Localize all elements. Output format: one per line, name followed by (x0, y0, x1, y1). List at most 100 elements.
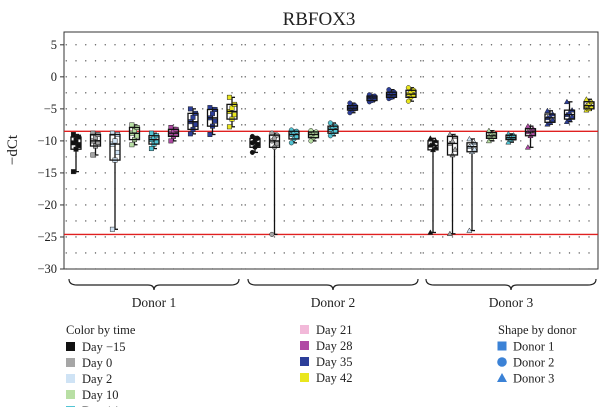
grid-dot (153, 252, 155, 254)
grid-dot (211, 188, 214, 190)
grid-dot (244, 204, 246, 206)
grid-dot (422, 108, 424, 110)
grid-dot (442, 188, 444, 190)
grid-dot (568, 140, 571, 142)
grid-dot (390, 44, 393, 46)
box-plot (385, 87, 398, 102)
grid-dot (124, 236, 126, 238)
point-marker (93, 134, 98, 140)
grid-dot (65, 156, 67, 158)
grid-dot (163, 156, 165, 158)
grid-dot (293, 204, 295, 206)
grid-dot (400, 268, 402, 270)
legend-label: Donor 2 (513, 356, 554, 370)
grid-dot (65, 44, 67, 46)
point-marker (129, 142, 135, 148)
grid-dot (293, 60, 295, 62)
grid-dot (351, 140, 354, 142)
grid-dot (588, 188, 590, 190)
grid-dot (351, 124, 354, 126)
grid-dot (303, 140, 305, 142)
grid-dot (221, 124, 223, 126)
grid-dot (332, 172, 334, 174)
grid-dot (520, 252, 522, 254)
grid-dot (410, 252, 412, 254)
grid-dot (471, 268, 473, 270)
grid-dot (85, 124, 87, 126)
box-plot (466, 135, 478, 233)
grid-dot (283, 44, 285, 46)
chart-title: RBFOX3 (283, 9, 356, 30)
grid-dot (65, 124, 67, 126)
grid-dot (202, 172, 204, 174)
point-marker (187, 106, 193, 112)
grid-dot (153, 268, 155, 270)
grid-dot (361, 156, 363, 158)
grid-dot (303, 252, 305, 254)
grid-dot (244, 236, 246, 238)
grid-dot (85, 60, 87, 62)
grid-dot (371, 236, 373, 238)
point-marker (70, 169, 76, 175)
grid-dot (361, 76, 363, 78)
grid-dot (104, 236, 106, 238)
grid-dot (202, 156, 204, 158)
grid-dot (75, 60, 77, 62)
grid-dot (520, 140, 522, 142)
grid-dot (442, 252, 444, 254)
grid-dot (520, 204, 522, 206)
legend-shape (497, 357, 507, 367)
grid-dot (451, 268, 454, 270)
grid-dot (588, 76, 590, 78)
grid-dot (559, 140, 561, 142)
grid-dot (451, 60, 454, 62)
grid-dot (342, 76, 344, 78)
grid-dot (65, 204, 67, 206)
grid-dot (114, 268, 116, 270)
point-marker (249, 149, 255, 155)
group-label: Donor 2 (311, 295, 356, 310)
grid-dot (442, 156, 444, 158)
grid-dot (221, 220, 223, 222)
grid-dot (400, 204, 402, 206)
grid-dot (490, 236, 493, 238)
grid-dot (283, 92, 285, 94)
point-marker (386, 87, 392, 93)
grid-dot (420, 140, 422, 142)
grid-dot (510, 124, 512, 126)
grid-dot (520, 172, 522, 174)
box-plots (70, 85, 595, 237)
grid-dot (264, 236, 266, 238)
box-plot (405, 85, 417, 104)
grid-dot (104, 140, 106, 142)
grid-dot (559, 188, 561, 190)
point-marker (168, 138, 174, 144)
grid-dot (559, 44, 561, 46)
grid-dot (254, 172, 256, 174)
grid-dot (390, 252, 393, 254)
grid-dot (529, 60, 532, 62)
grid-dot (303, 268, 305, 270)
grid-dot (529, 220, 532, 222)
grid-dot (520, 188, 522, 190)
grid-dot (539, 252, 541, 254)
point-marker (109, 130, 115, 136)
grid-dot (153, 76, 155, 78)
y-tick-label: −30 (37, 262, 57, 276)
box-plot (485, 127, 498, 144)
point-marker (427, 229, 434, 235)
grid-dot (133, 60, 136, 62)
grid-dot (490, 60, 493, 62)
grid-dot (273, 92, 276, 94)
grid-dot (351, 236, 354, 238)
grid-dot (481, 236, 483, 238)
grid-dot (381, 60, 383, 62)
legend-shape-title: Shape by donor (498, 323, 577, 337)
grid-dot (293, 220, 295, 222)
grid-dot (490, 204, 493, 206)
grid-dot (211, 236, 214, 238)
grid-dot (241, 188, 243, 190)
grid-dot (549, 140, 551, 142)
grid-dot (293, 172, 295, 174)
point-marker (452, 146, 459, 152)
